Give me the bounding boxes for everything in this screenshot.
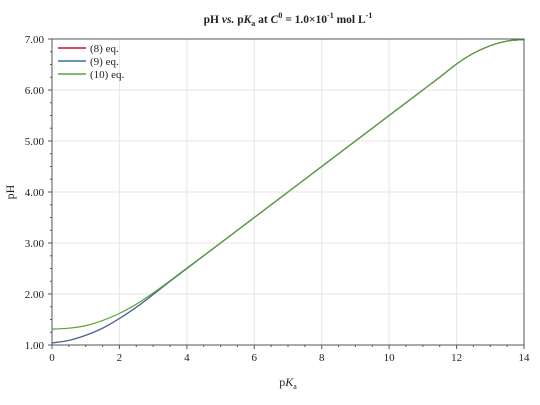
- x-tick-label: 4: [184, 352, 190, 364]
- y-tick-label: 4.00: [25, 187, 45, 199]
- y-tick-label: 7.00: [25, 34, 45, 46]
- y-tick-label: 6.00: [25, 85, 45, 97]
- legend-label: (10) eq.: [90, 69, 124, 81]
- legend-label: (8) eq.: [90, 43, 119, 55]
- ticks: [48, 38, 525, 349]
- legend: (8) eq.(9) eq.(10) eq.: [58, 43, 124, 81]
- x-tick-labels: 0 2 4 6 8 10 12 14: [49, 352, 530, 364]
- x-tick-label: 2: [117, 352, 123, 364]
- y-tick-label: 1.00: [25, 340, 45, 352]
- x-axis-label: pKa: [279, 375, 297, 391]
- y-tick-label: 3.00: [25, 238, 45, 250]
- series-line-3: [51, 38, 525, 330]
- series-layer: [51, 38, 525, 344]
- x-tick-label: 14: [519, 352, 531, 364]
- x-tick-label: 8: [319, 352, 325, 364]
- chart-title: pH vs. pKa at C0 = 1.0×10-1 mol L-1: [204, 11, 373, 28]
- legend-label: (9) eq.: [90, 56, 119, 68]
- x-tick-label: 12: [451, 352, 462, 364]
- y-tick-label: 2.00: [25, 289, 45, 301]
- y-axis-label: pH: [3, 184, 17, 199]
- y-tick-labels: 1.00 2.00 3.00 4.00 5.00 6.00 7.00: [25, 34, 45, 352]
- x-tick-label: 10: [384, 352, 396, 364]
- x-tick-label: 6: [252, 352, 258, 364]
- x-tick-label: 0: [49, 352, 55, 364]
- y-tick-label: 5.00: [25, 136, 45, 148]
